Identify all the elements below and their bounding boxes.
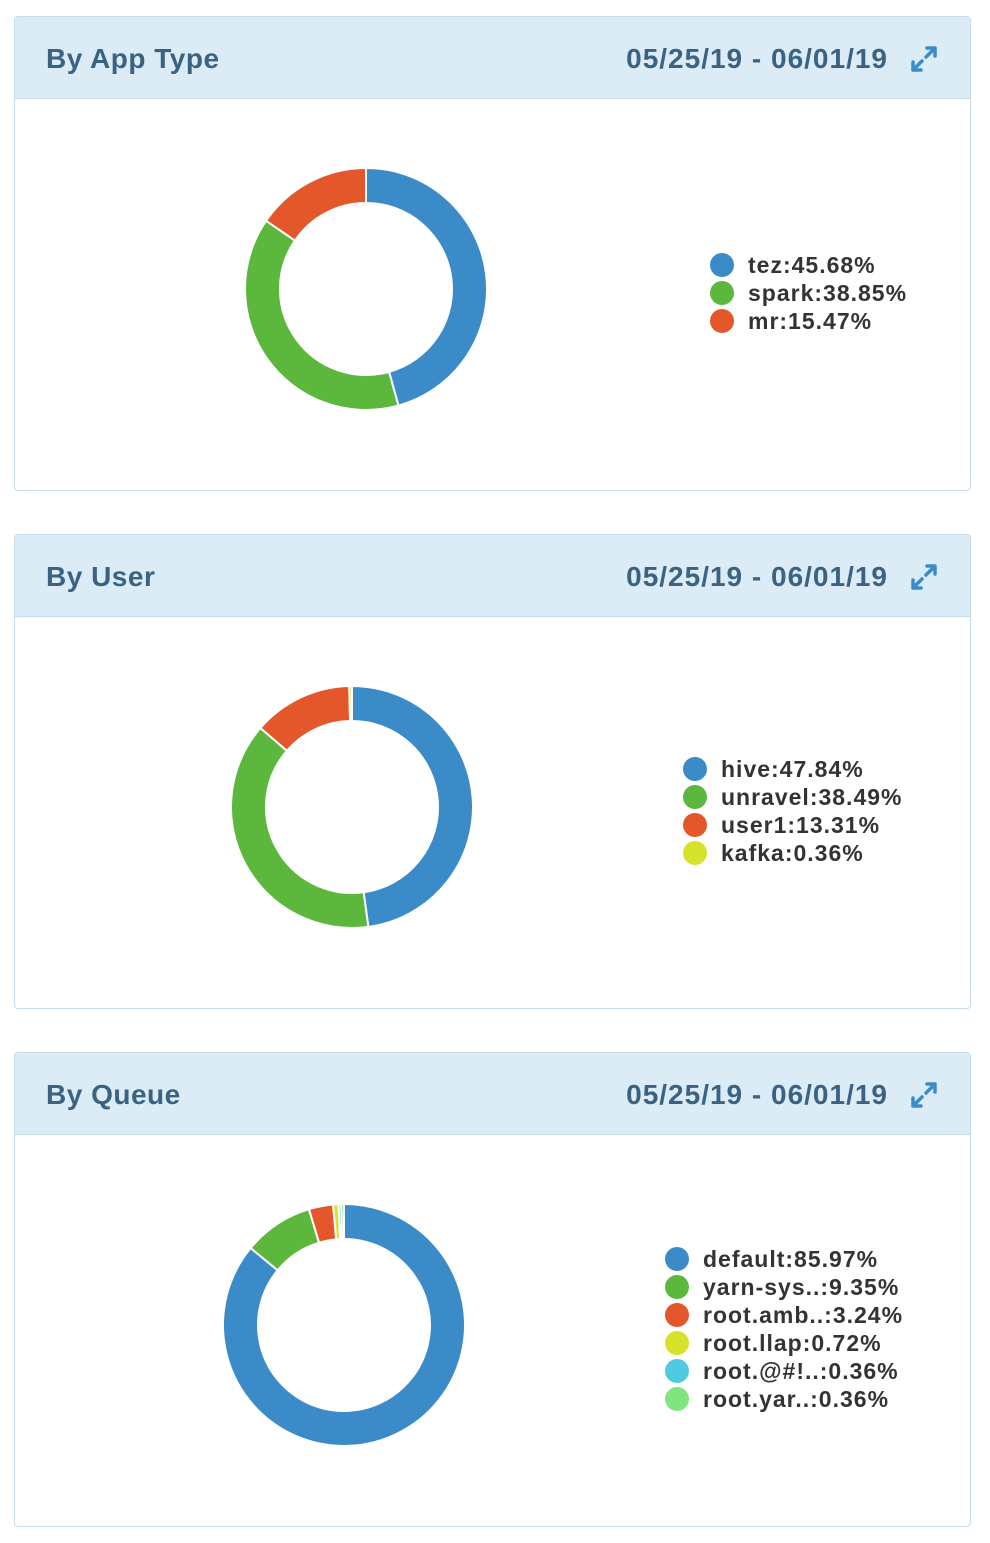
panel-header: By Queue 05/25/19 - 06/01/19 (15, 1053, 970, 1135)
slice-default[interactable] (222, 1202, 466, 1447)
legend-item[interactable]: hive:47.84% (683, 755, 902, 783)
legend-item[interactable]: spark:38.85% (710, 279, 907, 307)
legend-dot (665, 1387, 689, 1411)
legend-item[interactable]: kafka:0.36% (683, 839, 902, 867)
legend: hive:47.84% unravel:38.49% user1:13.31% kaf… (683, 755, 902, 867)
legend-item[interactable]: root.llap:0.72% (665, 1329, 903, 1357)
donut-chart (222, 1202, 466, 1447)
legend-item[interactable]: root.yar..:0.36% (665, 1385, 903, 1413)
donut-chart (230, 684, 474, 929)
date-range: 05/25/19 - 06/01/19 (626, 1079, 888, 1110)
legend-dot (665, 1331, 689, 1355)
panel-by-queue: By Queue 05/25/19 - 06/01/19 default:85.… (14, 1052, 971, 1527)
legend-dot (665, 1275, 689, 1299)
legend-label: yarn-sys..:9.35% (703, 1273, 900, 1300)
legend-label: root.@#!..:0.36% (703, 1357, 899, 1384)
legend-label: user1:13.31% (721, 811, 881, 838)
legend-item[interactable]: root.@#!..:0.36% (665, 1357, 903, 1385)
legend-label: default:85.97% (703, 1245, 879, 1272)
legend: default:85.97% yarn-sys..:9.35% root.amb..… (665, 1245, 903, 1413)
donut-chart (244, 166, 488, 411)
legend-label: spark:38.85% (748, 279, 908, 306)
expand-icon[interactable] (908, 43, 940, 75)
legend-item[interactable]: default:85.97% (665, 1245, 903, 1273)
legend-dot (710, 281, 734, 305)
expand-icon[interactable] (908, 561, 940, 593)
legend-label: hive:47.84% (721, 755, 864, 782)
legend-dot (665, 1247, 689, 1271)
legend-dot (683, 841, 707, 865)
date-range: 05/25/19 - 06/01/19 (626, 43, 888, 74)
panel-title: By Queue (46, 1079, 181, 1110)
legend-item[interactable]: user1:13.31% (683, 811, 902, 839)
date-range: 05/25/19 - 06/01/19 (626, 561, 888, 592)
slice-tez[interactable] (365, 166, 488, 407)
expand-icon[interactable] (908, 1079, 940, 1111)
legend-dot (683, 785, 707, 809)
panel-by-user: By User 05/25/19 - 06/01/19 hive:47.84% u… (14, 534, 971, 1009)
slice-hive[interactable] (351, 684, 474, 929)
panel-header: By App Type 05/25/19 - 06/01/19 (15, 17, 970, 99)
legend-dot (710, 309, 734, 333)
legend-label: root.llap:0.72% (703, 1329, 882, 1356)
legend-dot (665, 1303, 689, 1327)
legend-dot (683, 813, 707, 837)
slice-spark[interactable] (244, 219, 400, 411)
legend-label: root.yar..:0.36% (703, 1385, 890, 1412)
panel-title: By App Type (46, 43, 220, 74)
legend: tez:45.68% spark:38.85% mr:15.47% (710, 251, 907, 335)
slice-unravel[interactable] (230, 726, 370, 929)
slice-mr[interactable] (264, 166, 367, 242)
panel-by-app-type: By App Type 05/25/19 - 06/01/19 tez:45.6… (14, 16, 971, 491)
slice-kafka[interactable] (348, 684, 353, 723)
legend-dot (710, 253, 734, 277)
legend-label: mr:15.47% (748, 307, 873, 334)
panel-header: By User 05/25/19 - 06/01/19 (15, 535, 970, 617)
legend-item[interactable]: unravel:38.49% (683, 783, 902, 811)
legend-dot (683, 757, 707, 781)
legend-label: tez:45.68% (748, 251, 876, 278)
legend-item[interactable]: tez:45.68% (710, 251, 907, 279)
legend-label: root.amb..:3.24% (703, 1301, 904, 1328)
legend-item[interactable]: root.amb..:3.24% (665, 1301, 903, 1329)
legend-item[interactable]: mr:15.47% (710, 307, 907, 335)
legend-label: unravel:38.49% (721, 783, 903, 810)
slice-root-yar[interactable] (340, 1202, 345, 1241)
panel-title: By User (46, 561, 156, 592)
legend-dot (665, 1359, 689, 1383)
legend-label: kafka:0.36% (721, 839, 864, 866)
legend-item[interactable]: yarn-sys..:9.35% (665, 1273, 903, 1301)
